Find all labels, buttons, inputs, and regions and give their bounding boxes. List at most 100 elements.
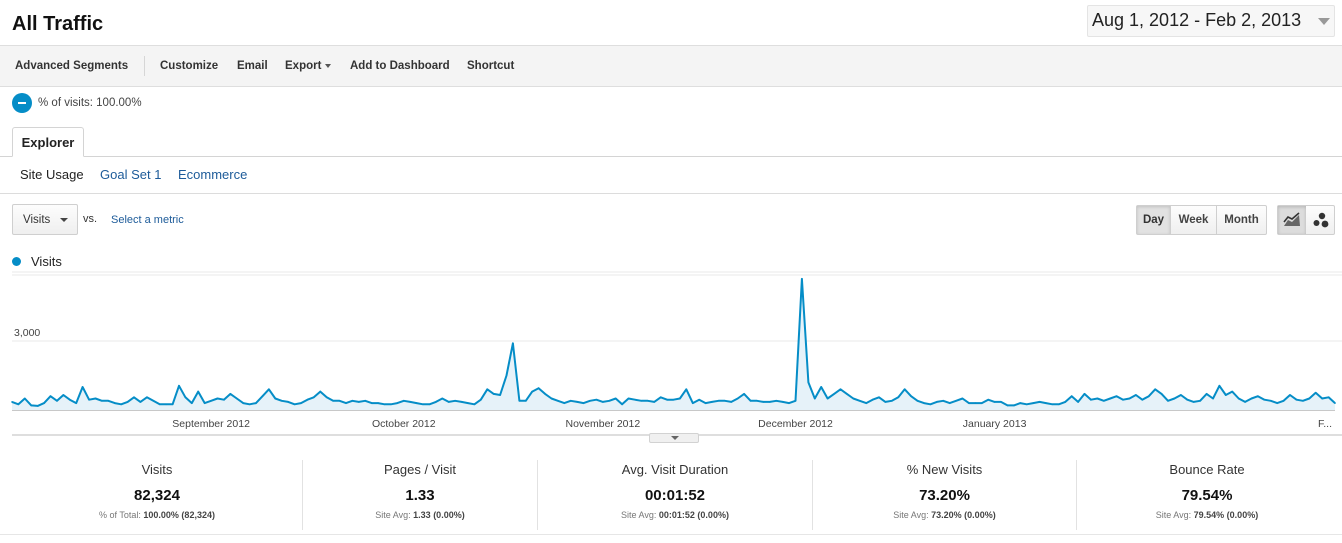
caret-down-icon [60, 218, 68, 222]
customize-button[interactable]: Customize [160, 60, 219, 72]
data-point [1257, 395, 1259, 397]
data-point [49, 395, 52, 397]
data-point [1038, 401, 1041, 403]
data-point [1276, 402, 1278, 404]
data-point [480, 398, 482, 401]
data-point [492, 393, 495, 395]
toolbar-divider [144, 56, 145, 76]
segment-minus-icon[interactable] [12, 93, 32, 113]
subtab-divider [0, 193, 1342, 194]
email-button[interactable]: Email [237, 60, 268, 72]
tab-explorer[interactable]: Explorer [12, 127, 84, 157]
data-point [325, 396, 328, 399]
data-point [1019, 402, 1022, 404]
data-point [467, 402, 469, 404]
data-point [319, 390, 322, 393]
data-point [358, 401, 360, 403]
data-point [563, 402, 566, 404]
data-point [210, 400, 212, 402]
advanced-segments-button[interactable]: Advanced Segments [15, 60, 129, 72]
scorecard-avg-visit-duration[interactable]: Avg. Visit Duration 00:01:52 Site Avg: 0… [538, 460, 813, 530]
chart-expand-handle[interactable] [649, 433, 699, 443]
data-point [313, 396, 315, 399]
data-point [826, 397, 829, 400]
scorecard-bounce-rate[interactable]: Bounce Rate 79.54% Site Avg: 79.54% (0.0… [1077, 460, 1337, 530]
data-point [929, 403, 932, 406]
month-button[interactable]: Month [1224, 214, 1259, 226]
export-button[interactable]: Export [285, 60, 332, 72]
data-point [557, 400, 559, 402]
data-point [749, 400, 752, 402]
scorecard-visits[interactable]: Visits 82,324 % of Total: 100.00% (82,32… [12, 460, 303, 530]
data-point [724, 400, 726, 402]
scorecard-pages-per-visit[interactable]: Pages / Visit 1.33 Site Avg: 1.33 (0.00%… [303, 460, 538, 530]
granularity-toggle: Day Week Month [1136, 205, 1267, 235]
data-point [1141, 398, 1144, 401]
data-point [1051, 403, 1054, 406]
data-point [1302, 400, 1304, 402]
subtab-site-usage[interactable]: Site Usage [20, 167, 84, 182]
data-point [1045, 402, 1047, 404]
data-point [454, 400, 456, 402]
data-point [1218, 385, 1221, 387]
day-button[interactable]: Day [1137, 206, 1171, 234]
data-point [88, 398, 90, 401]
data-point [1013, 404, 1015, 407]
data-point [114, 402, 116, 404]
date-range-picker[interactable]: Aug 1, 2012 - Feb 2, 2013 [1087, 5, 1335, 37]
data-point [332, 400, 334, 402]
data-point [634, 398, 636, 401]
data-point [1295, 398, 1298, 401]
data-point [338, 400, 341, 402]
metric-value: 82,324 [134, 487, 180, 504]
vs-label: vs. [83, 213, 98, 225]
data-point [974, 402, 977, 404]
data-point [24, 397, 26, 400]
data-point [955, 400, 957, 402]
metric-name: Avg. Visit Duration [621, 462, 729, 477]
comparison-value: 1.33 (0.00%) [413, 510, 465, 520]
data-point [499, 394, 501, 396]
data-point [1006, 404, 1009, 407]
data-point [968, 402, 970, 404]
metric-dropdown[interactable]: Visits [12, 204, 78, 235]
data-point [191, 402, 193, 404]
data-point [801, 278, 803, 280]
shortcut-button[interactable]: Shortcut [467, 60, 515, 72]
data-point [981, 402, 983, 404]
data-point [255, 402, 257, 404]
motion-chart-button[interactable] [1307, 206, 1335, 234]
data-point [94, 397, 97, 400]
y-tick-label: 3,000 [14, 327, 40, 339]
metric-dropdown-value: Visits [23, 214, 51, 226]
data-point [884, 401, 887, 403]
data-point [36, 405, 39, 407]
data-point [672, 398, 675, 401]
data-point [794, 400, 797, 402]
add-to-dashboard-button[interactable]: Add to Dashboard [350, 60, 450, 72]
week-button[interactable]: Week [1171, 206, 1217, 234]
data-point [878, 396, 880, 399]
data-point [280, 400, 283, 402]
select-metric-link[interactable]: Select a metric [111, 214, 184, 226]
data-point [948, 402, 951, 404]
subtab-ecommerce[interactable]: Ecommerce [178, 167, 248, 182]
data-point [229, 393, 232, 395]
line-chart-button[interactable] [1278, 206, 1306, 234]
data-point [756, 400, 758, 402]
data-point [685, 388, 688, 391]
data-point [602, 401, 604, 403]
data-point [1148, 395, 1150, 397]
data-point [1308, 397, 1311, 400]
data-point [698, 398, 700, 401]
data-point [146, 396, 148, 399]
data-point [1231, 390, 1233, 393]
data-point [203, 402, 206, 404]
data-point [1334, 402, 1336, 404]
subtab-goal-set-1[interactable]: Goal Set 1 [100, 167, 162, 182]
scorecard-new-visits[interactable]: % New Visits 73.20% Site Avg: 73.20% (0.… [813, 460, 1077, 530]
data-point [1167, 400, 1169, 402]
data-point [1192, 401, 1195, 403]
data-point [390, 403, 392, 406]
